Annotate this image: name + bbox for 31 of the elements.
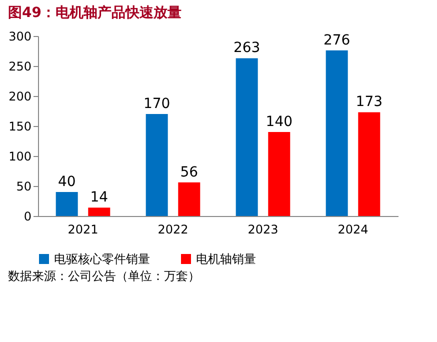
x-tick-label: 2022: [158, 222, 188, 236]
bar: [236, 58, 258, 216]
y-tick-label: 100: [8, 150, 32, 164]
data-label: 56: [180, 164, 198, 180]
legend-label: 电驱核心零件销量: [54, 252, 150, 266]
legend-label: 电机轴销量: [196, 252, 256, 266]
bar: [326, 50, 348, 216]
x-tick-label: 2024: [338, 222, 368, 236]
y-tick-label: 150: [8, 120, 32, 134]
chart-title: 图49：电机轴产品快速放量: [8, 4, 182, 21]
y-tick-label: 300: [8, 30, 32, 44]
bar: [88, 208, 110, 216]
data-label: 276: [323, 32, 350, 48]
data-label: 140: [266, 114, 293, 130]
bar: [146, 114, 168, 216]
y-tick-label: 0: [24, 210, 32, 224]
data-label: 40: [58, 174, 76, 190]
bar: [178, 182, 200, 216]
y-tick-label: 250: [8, 60, 32, 74]
bar: [358, 112, 380, 216]
data-label: 263: [233, 40, 260, 56]
x-tick-label: 2021: [68, 222, 98, 236]
data-label: 170: [143, 96, 170, 112]
source-note: 数据来源：公司公告（单位：万套）: [8, 269, 200, 283]
data-label: 173: [356, 94, 383, 110]
y-tick-label: 50: [16, 180, 32, 194]
y-tick-label: 200: [8, 90, 32, 104]
data-label: 14: [90, 190, 108, 206]
x-tick-label: 2023: [248, 222, 278, 236]
bar: [268, 132, 290, 216]
bar: [56, 192, 78, 216]
